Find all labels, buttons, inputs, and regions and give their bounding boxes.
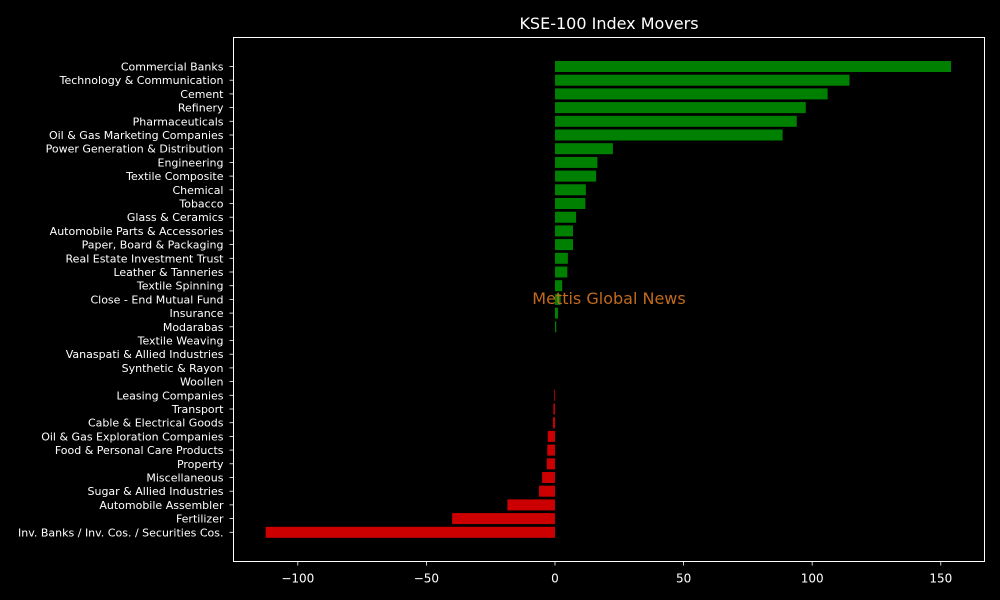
bar: [554, 239, 573, 251]
category-label: Technology & Communication: [59, 74, 224, 87]
bar: [265, 526, 555, 538]
category-label: Oil & Gas Marketing Companies: [49, 129, 224, 142]
bar: [554, 307, 559, 319]
bar: [547, 444, 555, 456]
bar: [554, 266, 568, 278]
bar: [554, 184, 586, 196]
category-label: Refinery: [178, 102, 224, 115]
category-label: Textile Weaving: [137, 335, 224, 348]
category-label: Oil & Gas Exploration Companies: [41, 430, 224, 443]
bar: [554, 129, 783, 141]
bar: [554, 102, 806, 114]
category-label: Glass & Ceramics: [127, 211, 224, 224]
x-tick-label: 150: [929, 572, 952, 586]
bar: [539, 485, 555, 497]
category-label: Sugar & Allied Industries: [87, 485, 223, 498]
category-label: Textile Spinning: [136, 280, 224, 293]
x-tick-label: −100: [281, 572, 314, 586]
category-label: Pharmaceuticals: [133, 115, 224, 128]
bar: [507, 499, 555, 511]
x-tick-label: 0: [551, 572, 559, 586]
category-label: Transport: [171, 403, 224, 416]
category-label: Inv. Banks / Inv. Cos. / Securities Cos.: [18, 526, 223, 539]
category-label: Real Estate Investment Trust: [66, 252, 225, 265]
category-label: Tobacco: [178, 198, 223, 211]
chart-title: KSE-100 Index Movers: [519, 14, 698, 33]
bar: [554, 389, 556, 401]
category-label: Automobile Assembler: [99, 499, 224, 512]
bar: [542, 472, 555, 483]
bar: [554, 61, 952, 72]
category-label: Commercial Banks: [121, 61, 224, 74]
bar: [554, 156, 598, 168]
bar: [554, 252, 568, 264]
category-label: Woollen: [180, 376, 224, 389]
category-label: Cement: [180, 88, 224, 101]
bar: [552, 417, 555, 429]
bar: [554, 280, 563, 292]
x-axis-ticks: −100 −50 0 50 100 150: [281, 561, 952, 586]
bar: [452, 513, 555, 525]
category-label: Vanaspati & Allied Industries: [66, 348, 224, 361]
x-tick-label: −50: [414, 572, 439, 586]
x-tick-label: 50: [676, 572, 691, 586]
category-label: Modarabas: [163, 321, 224, 334]
bar: [554, 115, 797, 127]
bar: [553, 403, 555, 415]
bar: [554, 225, 573, 237]
bar: [554, 88, 828, 100]
bar: [554, 211, 577, 223]
bar: [546, 458, 555, 470]
bar: [547, 430, 555, 442]
bar: [554, 321, 557, 333]
category-label: Property: [177, 458, 224, 471]
bar: [554, 143, 613, 155]
category-label: Food & Personal Care Products: [55, 444, 224, 457]
category-label: Synthetic & Rayon: [122, 362, 224, 375]
category-label: Automobile Parts & Accessories: [50, 225, 224, 238]
category-label: Engineering: [158, 156, 224, 169]
category-label: Textile Composite: [125, 170, 224, 183]
category-label: Leather & Tanneries: [113, 266, 223, 279]
category-label: Miscellaneous: [146, 472, 223, 485]
category-label: Close - End Mutual Fund: [90, 293, 223, 306]
bar: [554, 293, 561, 305]
x-tick-label: 100: [801, 572, 824, 586]
category-label: Chemical: [172, 184, 223, 197]
bars-group: [265, 61, 952, 538]
category-label: Leasing Companies: [116, 389, 223, 402]
watermark-text: Mettis Global News: [532, 289, 685, 308]
bar: [554, 74, 850, 86]
category-label: Paper, Board & Packaging: [82, 239, 224, 252]
category-label: Cable & Electrical Goods: [88, 417, 224, 430]
category-label: Fertilizer: [176, 513, 224, 526]
bar: [554, 198, 586, 209]
category-label: Insurance: [170, 307, 224, 320]
bar: [554, 170, 597, 182]
category-label: Power Generation & Distribution: [46, 143, 224, 156]
